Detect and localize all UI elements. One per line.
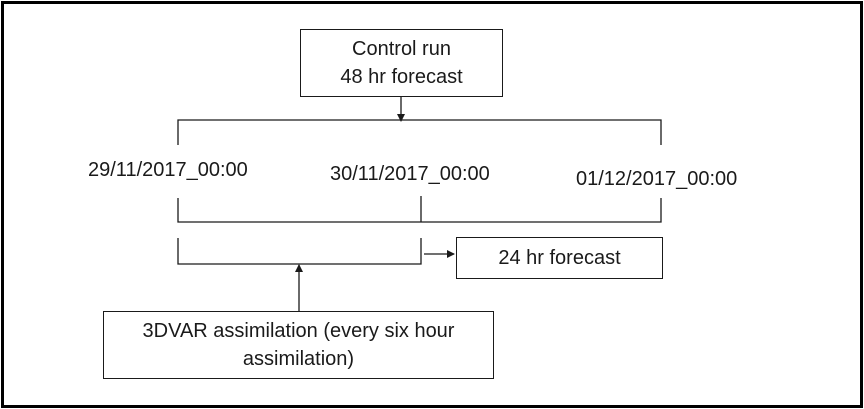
date-label-middle: 30/11/2017_00:00	[330, 163, 490, 185]
control-run-subtitle: 48 hr forecast	[340, 66, 463, 88]
date-label-start: 29/11/2017_00:00	[88, 159, 248, 181]
assimilation-label-line2: assimilation)	[242, 348, 355, 370]
control-run-bracket-top	[177, 119, 662, 145]
control-run-bracket-bottom	[177, 198, 662, 223]
forecast-24hr-box: 24 hr forecast	[456, 237, 663, 279]
control-run-box: Control run 48 hr forecast	[300, 29, 503, 97]
assimilation-box: 3DVAR assimilation (every six hour assim…	[103, 311, 494, 379]
assimilation-bracket	[177, 238, 422, 265]
assimilation-label-line1: 3DVAR assimilation (every six hour	[142, 320, 455, 342]
date-label-end: 01/12/2017_00:00	[576, 168, 738, 190]
forecast-24hr-label: 24 hr forecast	[498, 247, 621, 269]
control-run-title: Control run	[352, 38, 451, 60]
